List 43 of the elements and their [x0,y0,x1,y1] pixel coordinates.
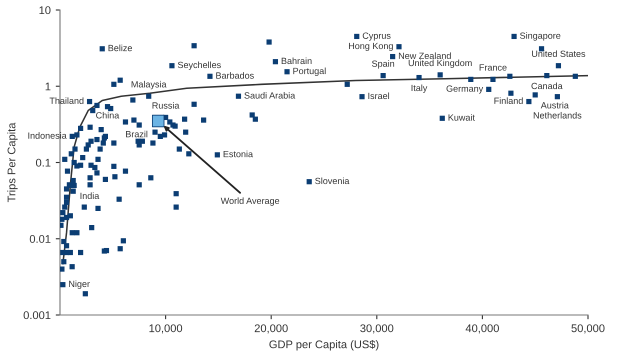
y-tick-label: 0.1 [36,158,50,167]
annotation: United Kingdom [408,60,472,68]
x-tick-label: 50,000 [571,324,605,334]
annotation: Italy [412,84,428,93]
annotation: Russia [152,102,180,109]
annotation: Hong Kong [348,42,393,51]
annotation: Bahrain [282,57,312,64]
y-tick-label: 10 [39,6,51,14]
annotation: India [80,192,100,200]
y-tick-label: 1 [46,82,50,90]
annotation: Kuwait [448,114,475,121]
annotation: Brazil [126,130,148,138]
annotation: Barbados [216,72,254,79]
x-tick-label: 40,000 [466,324,499,334]
annotation: United States [532,50,586,57]
annotation: Netherlands [534,112,582,119]
x-axis-title: GDP per Capita (US$) [269,340,378,350]
annotation: Germany [446,85,484,94]
annotation: Slovenia [315,177,350,184]
annotation: Israel [368,92,390,100]
annotation: Canada [531,82,563,90]
x-tick-label: 20,000 [254,324,288,334]
y-axis-title: Trips Per Capita [7,122,18,202]
annotation: Seychelles [178,61,221,70]
y-tick-label: 0.01 [30,235,50,243]
annotation: Austria [540,102,569,108]
annotation: Saudi Arabia [244,92,296,99]
x-tick-label: 10,000 [149,324,182,334]
annotation: Estonia [224,150,254,158]
annotation: Niger [69,280,90,289]
annotation: France [480,64,507,71]
annotation: New Zealand [398,52,451,59]
annotation: Finland [494,97,523,104]
annotation: Malaysia [132,80,167,90]
annotation: Singapore [520,32,560,41]
annotation: Spain [372,60,394,69]
annotation: World Average [220,197,280,206]
annotation: Portugal [293,68,326,76]
annotation: Cyprus [362,32,391,41]
annotation: Belize [108,44,132,52]
annotation: China [96,112,120,119]
y-tick-label: 0.001 [24,311,50,320]
x-tick-label: 30,000 [360,324,394,334]
